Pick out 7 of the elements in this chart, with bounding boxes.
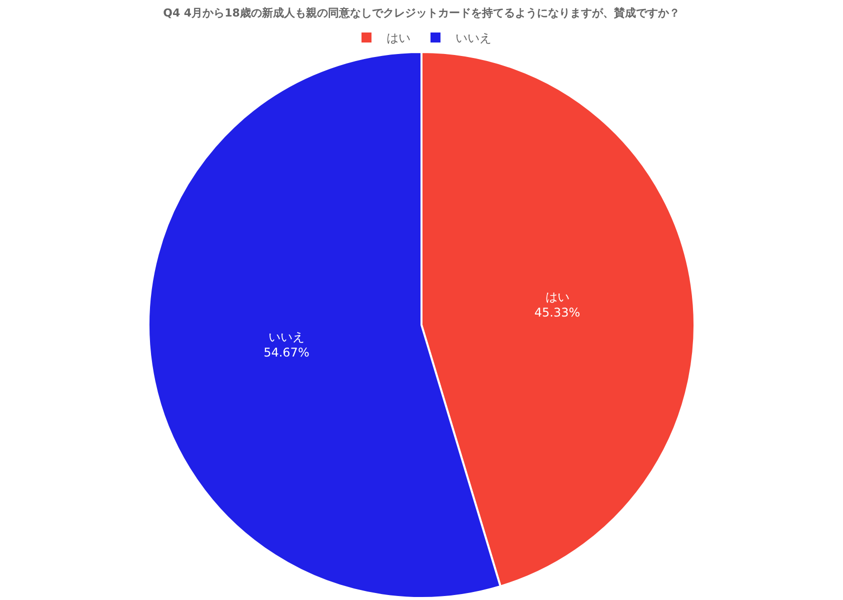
chart-title: Q4 4月から18歳の新成人も親の同意なしでクレジットカードを持てるようになりますが、賛成ですか？ — [163, 6, 680, 20]
data-label: 45.33% — [534, 306, 580, 320]
legend-label: いいえ — [456, 31, 492, 46]
data-label: 54.67% — [264, 346, 310, 360]
slice-label: いいえ — [268, 330, 304, 344]
slice-label: はい — [545, 290, 570, 304]
legend-label: はい — [386, 31, 410, 46]
